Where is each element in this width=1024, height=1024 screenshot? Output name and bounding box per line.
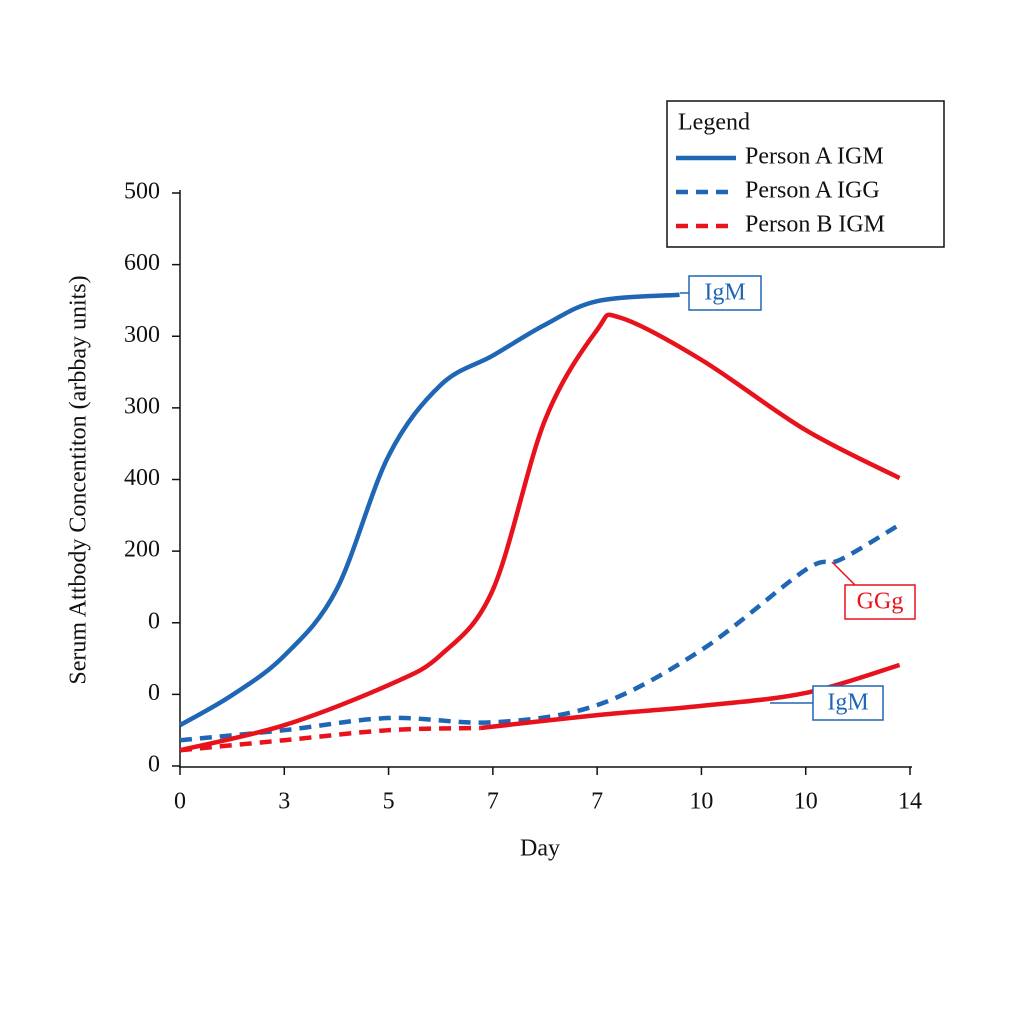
y-tick-label: 0 bbox=[148, 680, 160, 706]
y-tick-label: 500 bbox=[124, 179, 160, 205]
x-tick-label: 10 bbox=[689, 789, 713, 815]
legend-box bbox=[666, 100, 945, 248]
annotation-box bbox=[812, 685, 884, 721]
x-axis-label: Day bbox=[520, 836, 560, 862]
series-line bbox=[179, 312, 901, 753]
x-tick-label: 10 bbox=[794, 789, 818, 815]
y-axis-label: Serum Attbody Concentiton (arbbay units) bbox=[66, 275, 92, 684]
annotation-leader bbox=[831, 561, 856, 586]
x-tick-label: 5 bbox=[383, 789, 395, 815]
annotation-box bbox=[844, 584, 916, 620]
annotation: IgM bbox=[704, 280, 745, 306]
annotation: GGg bbox=[857, 589, 904, 615]
annotation-box bbox=[688, 275, 762, 311]
y-tick-label: 0 bbox=[148, 608, 160, 634]
y-tick-label: 200 bbox=[124, 537, 160, 563]
y-tick-label: 400 bbox=[124, 465, 160, 491]
series-line bbox=[179, 522, 901, 743]
y-tick-label: 300 bbox=[124, 393, 160, 419]
annotation: IgM bbox=[827, 690, 868, 716]
x-tick-label: 3 bbox=[278, 789, 290, 815]
x-tick-label: 7 bbox=[487, 789, 499, 815]
y-tick-label: 600 bbox=[124, 250, 160, 276]
legend-label: Person B IGM bbox=[745, 212, 885, 238]
legend-title: Legend bbox=[678, 110, 750, 136]
y-tick-label: 0 bbox=[148, 752, 160, 778]
series-line bbox=[179, 725, 481, 753]
y-tick-label: 300 bbox=[124, 322, 160, 348]
x-tick-label: 7 bbox=[591, 789, 603, 815]
x-tick-label: 14 bbox=[898, 789, 922, 815]
legend-label: Person A IGG bbox=[745, 178, 880, 204]
legend-label: Person A IGM bbox=[745, 144, 884, 170]
series-line bbox=[178, 292, 680, 728]
x-tick-label: 0 bbox=[174, 789, 186, 815]
